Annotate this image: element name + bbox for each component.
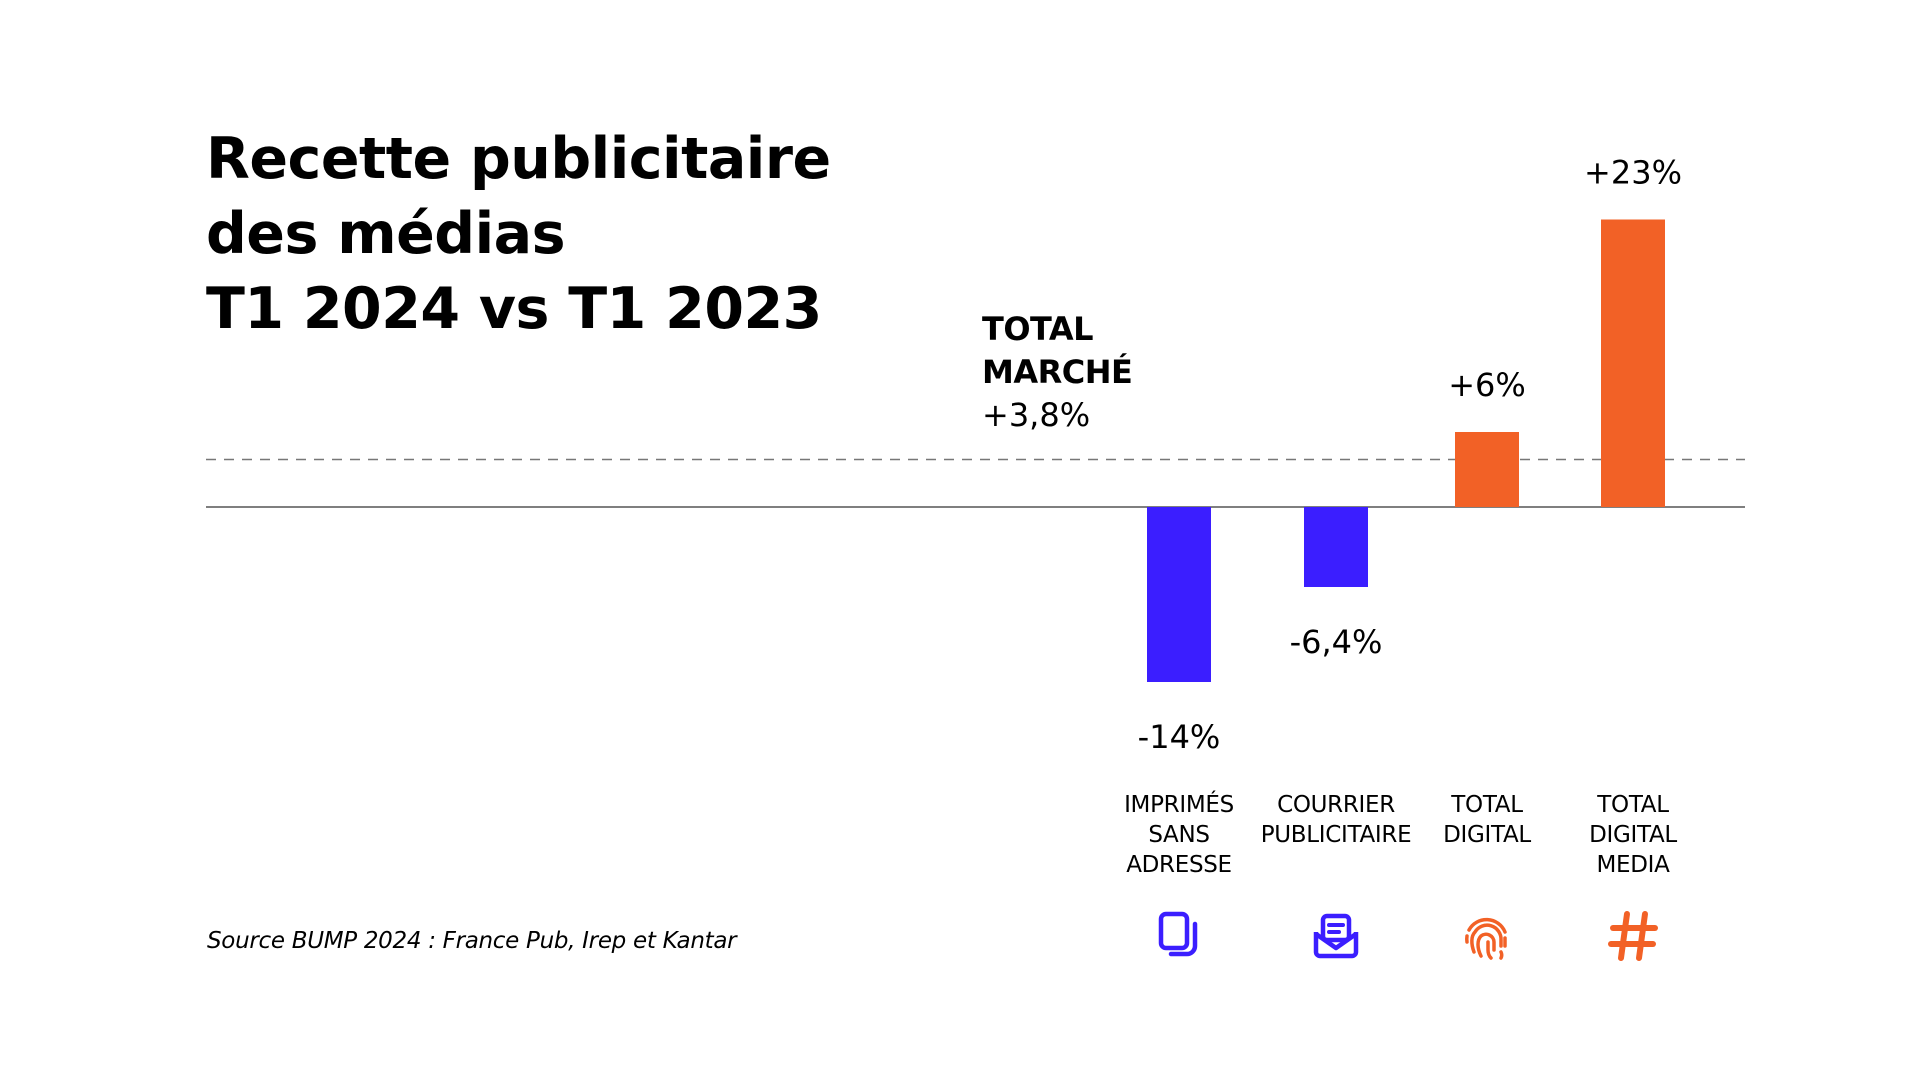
value-label-3: +6%: [1448, 366, 1526, 404]
category-label-imprimes: IMPRIMÉS SANS ADRESSE: [1079, 790, 1279, 880]
category-label-line: MEDIA: [1596, 852, 1670, 878]
value-label-4: +23%: [1584, 154, 1682, 192]
chart-title-line-3: T1 2024 vs T1 2023: [206, 276, 822, 342]
category-label-line: ADRESSE: [1126, 852, 1232, 878]
category-label-line: COURRIER: [1277, 792, 1395, 818]
documents-icon: [1158, 911, 1198, 957]
chart-title-line-2: des médias: [206, 201, 566, 267]
bar-4: [1601, 219, 1665, 507]
mail-envelope-icon: [1313, 913, 1359, 959]
category-label-total-digital: TOTAL DIGITAL: [1387, 790, 1587, 850]
value-labels-group: -14% -6,4% +6% +23%: [1138, 154, 1682, 757]
category-label-line: IMPRIMÉS: [1124, 792, 1234, 818]
chart-title-line-1: Recette publicitaire: [206, 126, 831, 192]
total-market-value: +3,8%: [982, 396, 1091, 434]
category-label-line: DIGITAL: [1443, 822, 1531, 848]
hashtag-icon: [1608, 911, 1658, 961]
category-label-line: SANS: [1148, 822, 1210, 848]
value-label-2: -6,4%: [1290, 623, 1383, 661]
category-label-line: DIGITAL: [1589, 822, 1677, 848]
bar-3: [1455, 432, 1519, 507]
category-label-courrier: COURRIER PUBLICITAIRE: [1236, 790, 1436, 850]
category-label-line: TOTAL: [1451, 792, 1523, 818]
fingerprint-icon: [1465, 917, 1507, 960]
category-label-total-digital-media: TOTAL DIGITAL MEDIA: [1533, 790, 1733, 880]
chart-title: Recette publicitaire des médias T1 2024 …: [206, 122, 966, 347]
value-label-1: -14%: [1138, 718, 1221, 756]
source-note: Source BUMP 2024 : France Pub, Irep et K…: [207, 928, 737, 954]
category-label-line: PUBLICITAIRE: [1260, 822, 1412, 848]
category-label-line: TOTAL: [1597, 792, 1669, 818]
total-market-label: TOTAL MARCHÉ: [982, 308, 1133, 394]
total-market-label-line-1: TOTAL: [982, 310, 1094, 348]
bars-group: [1147, 219, 1665, 682]
bar-1: [1147, 507, 1211, 682]
total-market-label-line-2: MARCHÉ: [982, 353, 1133, 391]
bar-2: [1304, 507, 1368, 587]
